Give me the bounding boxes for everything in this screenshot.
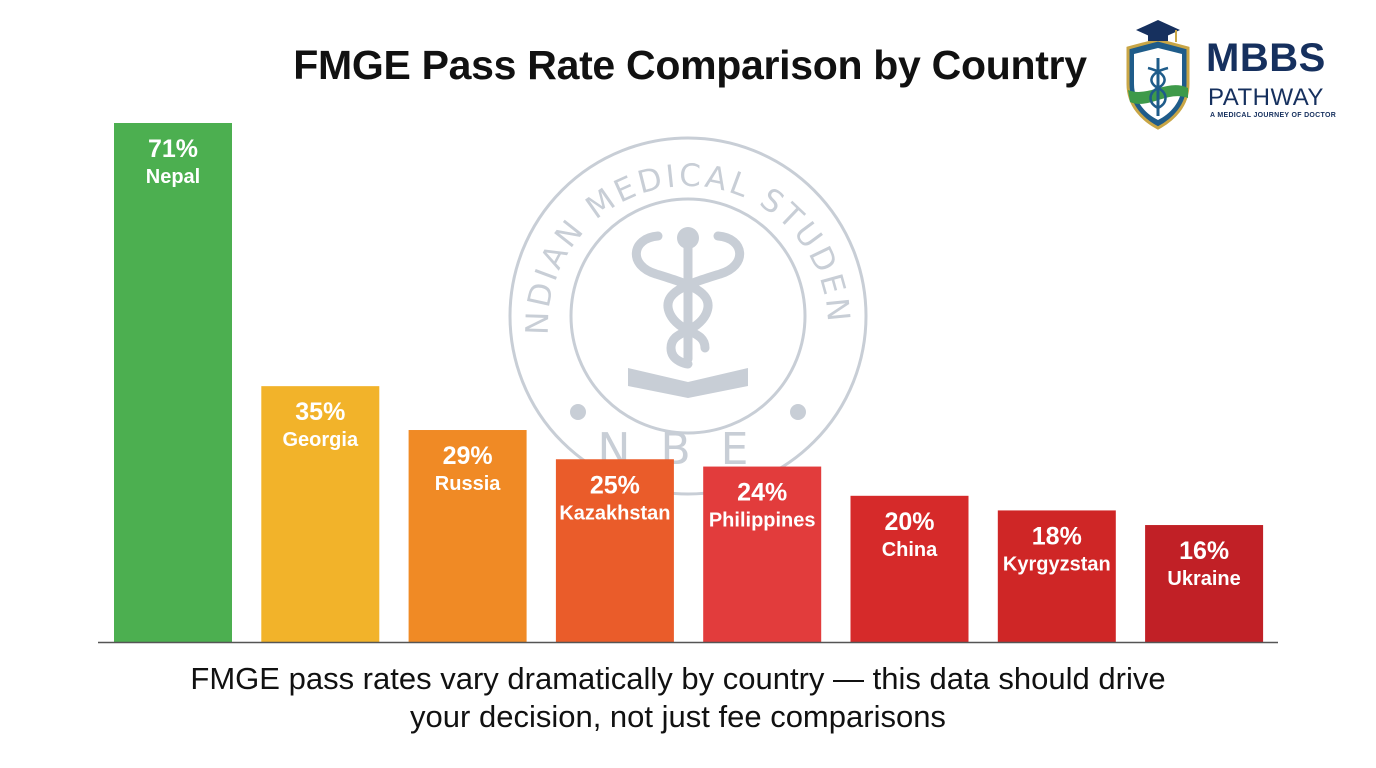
bar-category-label-philippines: Philippines (709, 510, 816, 532)
logo-text-secondary: PATHWAY (1208, 84, 1324, 111)
logo: MBBS PATHWAY A MEDICAL JOURNEY OF DOCTOR (1118, 18, 1358, 133)
bar-value-label-philippines: 24% (737, 479, 787, 507)
bar-value-label-china: 20% (884, 508, 934, 536)
caduceus-shield-icon (1126, 20, 1190, 130)
logo-text-primary: MBBS (1206, 36, 1326, 80)
bar-category-label-russia: Russia (435, 473, 501, 495)
bar-kazakhstan (555, 459, 674, 642)
bar-nepal (114, 123, 232, 642)
caption-line-2: your decision, not just fee comparisons (410, 699, 946, 734)
bar-value-label-russia: 29% (443, 442, 493, 470)
bar-value-label-ukraine: 16% (1179, 537, 1229, 565)
bar-value-label-georgia: 35% (295, 398, 345, 426)
logo-tagline: A MEDICAL JOURNEY OF DOCTOR (1210, 112, 1337, 119)
bar-category-label-nepal: Nepal (146, 166, 200, 188)
bar-category-label-kyrgyzstan: Kyrgyzstan (1003, 553, 1111, 575)
bar-category-label-ukraine: Ukraine (1167, 568, 1240, 590)
bar-value-label-kyrgyzstan: 18% (1032, 522, 1082, 550)
bar-value-label-kazakhstan: 25% (590, 471, 640, 499)
bar-georgia (261, 386, 380, 642)
bar-kyrgyzstan (997, 510, 1116, 642)
bar-russia (408, 430, 527, 642)
bar-philippines (703, 466, 822, 642)
bar-category-label-china: China (882, 539, 938, 561)
bar-ukraine (1145, 525, 1264, 642)
bar-category-label-kazakhstan: Kazakhstan (559, 502, 670, 524)
bar-china (850, 495, 969, 642)
bar-value-label-nepal: 71% (148, 135, 198, 163)
bar-category-label-georgia: Georgia (283, 429, 359, 451)
chart-title: FMGE Pass Rate Comparison by Country (293, 42, 1087, 88)
caption-line-1: FMGE pass rates vary dramatically by cou… (190, 661, 1166, 696)
chart-caption: FMGE pass rates vary dramatically by cou… (140, 660, 1216, 736)
